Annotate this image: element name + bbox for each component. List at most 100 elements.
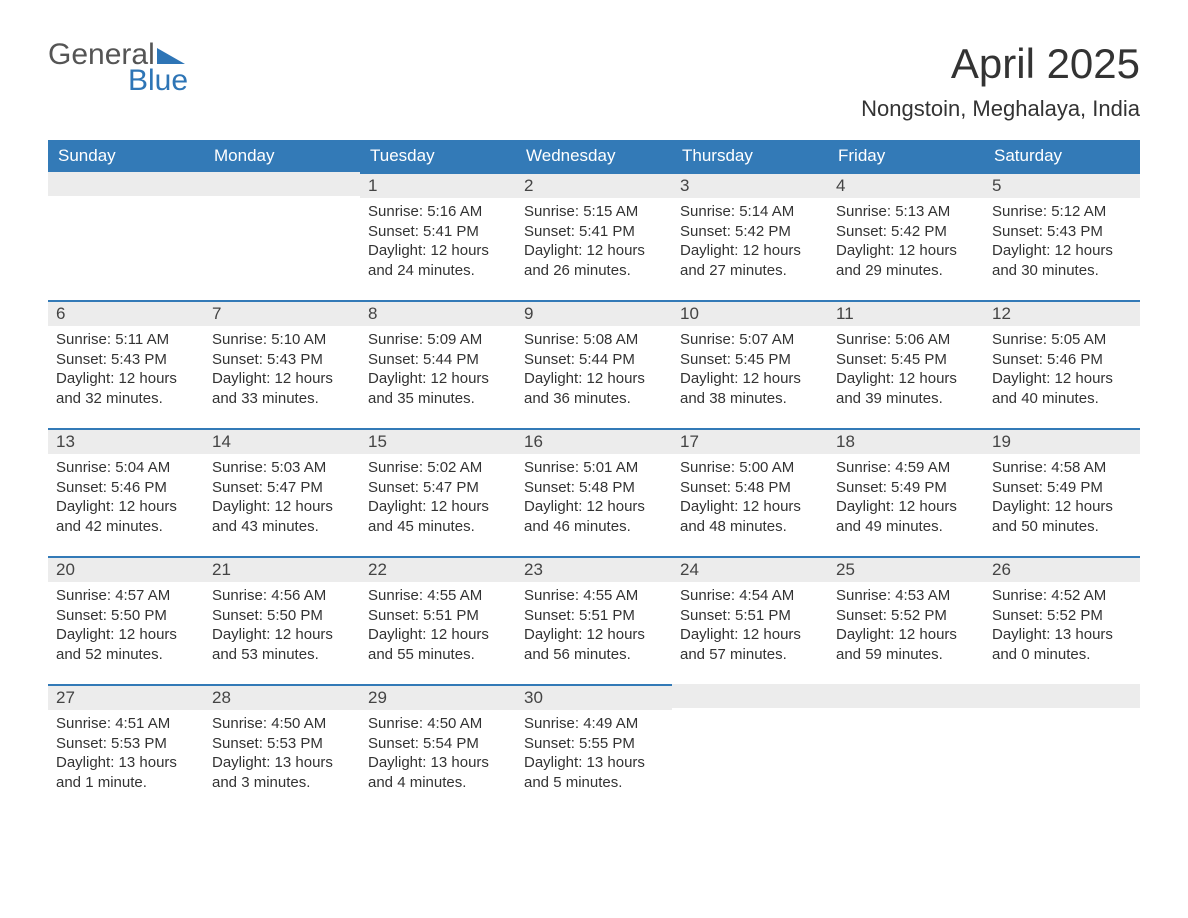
day-body: Sunrise: 5:03 AMSunset: 5:47 PMDaylight:…	[204, 454, 360, 546]
sunrise-line: Sunrise: 4:52 AM	[992, 586, 1132, 606]
daylight-line: Daylight: 12 hours and 53 minutes.	[212, 625, 352, 664]
daylight-line: Daylight: 12 hours and 24 minutes.	[368, 241, 508, 280]
month-title: April 2025	[861, 40, 1140, 88]
daylight-line: Daylight: 12 hours and 39 minutes.	[836, 369, 976, 408]
daylight-line: Daylight: 12 hours and 56 minutes.	[524, 625, 664, 664]
day-body: Sunrise: 5:11 AMSunset: 5:43 PMDaylight:…	[48, 326, 204, 418]
calendar-day-cell: 20Sunrise: 4:57 AMSunset: 5:50 PMDayligh…	[48, 556, 204, 684]
sunset-line: Sunset: 5:46 PM	[56, 478, 196, 498]
day-number: 12	[984, 300, 1140, 326]
day-body: Sunrise: 4:50 AMSunset: 5:53 PMDaylight:…	[204, 710, 360, 802]
sunset-line: Sunset: 5:49 PM	[836, 478, 976, 498]
day-body: Sunrise: 4:57 AMSunset: 5:50 PMDaylight:…	[48, 582, 204, 674]
sunset-line: Sunset: 5:51 PM	[524, 606, 664, 626]
location: Nongstoin, Meghalaya, India	[861, 96, 1140, 122]
sunrise-line: Sunrise: 5:13 AM	[836, 202, 976, 222]
daylight-line: Daylight: 12 hours and 27 minutes.	[680, 241, 820, 280]
day-number: 8	[360, 300, 516, 326]
day-number: 13	[48, 428, 204, 454]
sunset-line: Sunset: 5:53 PM	[212, 734, 352, 754]
logo: General Blue	[48, 40, 188, 96]
daylight-line: Daylight: 12 hours and 55 minutes.	[368, 625, 508, 664]
daylight-line: Daylight: 13 hours and 0 minutes.	[992, 625, 1132, 664]
day-body: Sunrise: 5:16 AMSunset: 5:41 PMDaylight:…	[360, 198, 516, 290]
calendar-day-cell: 27Sunrise: 4:51 AMSunset: 5:53 PMDayligh…	[48, 684, 204, 812]
sunset-line: Sunset: 5:48 PM	[524, 478, 664, 498]
sunrise-line: Sunrise: 5:07 AM	[680, 330, 820, 350]
sunrise-line: Sunrise: 4:56 AM	[212, 586, 352, 606]
day-body: Sunrise: 4:49 AMSunset: 5:55 PMDaylight:…	[516, 710, 672, 802]
day-body: Sunrise: 4:59 AMSunset: 5:49 PMDaylight:…	[828, 454, 984, 546]
sunset-line: Sunset: 5:52 PM	[992, 606, 1132, 626]
sunset-line: Sunset: 5:53 PM	[56, 734, 196, 754]
daylight-line: Daylight: 12 hours and 40 minutes.	[992, 369, 1132, 408]
daylight-line: Daylight: 12 hours and 29 minutes.	[836, 241, 976, 280]
day-number: 4	[828, 172, 984, 198]
daylight-line: Daylight: 12 hours and 38 minutes.	[680, 369, 820, 408]
daylight-line: Daylight: 13 hours and 1 minute.	[56, 753, 196, 792]
day-number: 16	[516, 428, 672, 454]
day-number: 22	[360, 556, 516, 582]
day-body: Sunrise: 4:50 AMSunset: 5:54 PMDaylight:…	[360, 710, 516, 802]
daylight-line: Daylight: 12 hours and 33 minutes.	[212, 369, 352, 408]
sunrise-line: Sunrise: 4:49 AM	[524, 714, 664, 734]
sunset-line: Sunset: 5:44 PM	[368, 350, 508, 370]
sunrise-line: Sunrise: 5:00 AM	[680, 458, 820, 478]
calendar-body: 1Sunrise: 5:16 AMSunset: 5:41 PMDaylight…	[48, 172, 1140, 812]
sunrise-line: Sunrise: 5:02 AM	[368, 458, 508, 478]
calendar-day-cell: 12Sunrise: 5:05 AMSunset: 5:46 PMDayligh…	[984, 300, 1140, 428]
sunset-line: Sunset: 5:42 PM	[836, 222, 976, 242]
sunrise-line: Sunrise: 4:51 AM	[56, 714, 196, 734]
calendar-day-cell: 22Sunrise: 4:55 AMSunset: 5:51 PMDayligh…	[360, 556, 516, 684]
day-body: Sunrise: 5:10 AMSunset: 5:43 PMDaylight:…	[204, 326, 360, 418]
weekday-header-row: SundayMondayTuesdayWednesdayThursdayFrid…	[48, 140, 1140, 172]
sunrise-line: Sunrise: 4:57 AM	[56, 586, 196, 606]
daylight-line: Daylight: 12 hours and 45 minutes.	[368, 497, 508, 536]
day-number: 3	[672, 172, 828, 198]
daylight-line: Daylight: 12 hours and 35 minutes.	[368, 369, 508, 408]
daylight-line: Daylight: 12 hours and 26 minutes.	[524, 241, 664, 280]
day-number: 24	[672, 556, 828, 582]
daylight-line: Daylight: 12 hours and 50 minutes.	[992, 497, 1132, 536]
weekday-header: Saturday	[984, 140, 1140, 172]
sunset-line: Sunset: 5:41 PM	[524, 222, 664, 242]
day-number: 5	[984, 172, 1140, 198]
day-number: 15	[360, 428, 516, 454]
sunrise-line: Sunrise: 5:12 AM	[992, 202, 1132, 222]
day-number: 1	[360, 172, 516, 198]
day-body: Sunrise: 5:00 AMSunset: 5:48 PMDaylight:…	[672, 454, 828, 546]
calendar-day-cell: 10Sunrise: 5:07 AMSunset: 5:45 PMDayligh…	[672, 300, 828, 428]
sunset-line: Sunset: 5:41 PM	[368, 222, 508, 242]
day-body: Sunrise: 5:08 AMSunset: 5:44 PMDaylight:…	[516, 326, 672, 418]
calendar-day-cell: 15Sunrise: 5:02 AMSunset: 5:47 PMDayligh…	[360, 428, 516, 556]
daylight-line: Daylight: 13 hours and 3 minutes.	[212, 753, 352, 792]
calendar-day-cell: 13 Sunrise: 5:04 AMSunset: 5:46 PMDayligh…	[48, 428, 204, 556]
calendar-day-cell: 24Sunrise: 4:54 AMSunset: 5:51 PMDayligh…	[672, 556, 828, 684]
weekday-header: Tuesday	[360, 140, 516, 172]
calendar-day-cell: 19Sunrise: 4:58 AMSunset: 5:49 PMDayligh…	[984, 428, 1140, 556]
calendar-day-cell: 28Sunrise: 4:50 AMSunset: 5:53 PMDayligh…	[204, 684, 360, 812]
day-number: 17	[672, 428, 828, 454]
weekday-header: Thursday	[672, 140, 828, 172]
day-number: 20	[48, 556, 204, 582]
day-body: Sunrise: 5:15 AMSunset: 5:41 PMDaylight:…	[516, 198, 672, 290]
sunset-line: Sunset: 5:43 PM	[992, 222, 1132, 242]
sunrise-line: Sunrise: 4:54 AM	[680, 586, 820, 606]
daylight-line: Daylight: 12 hours and 42 minutes.	[56, 497, 196, 536]
day-number: 19	[984, 428, 1140, 454]
sunrise-line: Sunrise: 5:10 AM	[212, 330, 352, 350]
calendar-day-cell: 17Sunrise: 5:00 AMSunset: 5:48 PMDayligh…	[672, 428, 828, 556]
day-number: 2	[516, 172, 672, 198]
sunrise-line: Sunrise: 5:04 AM	[56, 458, 196, 478]
sunset-line: Sunset: 5:43 PM	[56, 350, 196, 370]
calendar-day-cell: 16Sunrise: 5:01 AMSunset: 5:48 PMDayligh…	[516, 428, 672, 556]
calendar-day-cell: 26Sunrise: 4:52 AMSunset: 5:52 PMDayligh…	[984, 556, 1140, 684]
sunset-line: Sunset: 5:47 PM	[368, 478, 508, 498]
sunrise-line: Sunrise: 5:08 AM	[524, 330, 664, 350]
weekday-header: Friday	[828, 140, 984, 172]
calendar-table: SundayMondayTuesdayWednesdayThursdayFrid…	[48, 140, 1140, 812]
calendar-day-cell: 2Sunrise: 5:15 AMSunset: 5:41 PMDaylight…	[516, 172, 672, 300]
day-body: Sunrise: 5:02 AMSunset: 5:47 PMDaylight:…	[360, 454, 516, 546]
sunrise-line: Sunrise: 5:16 AM	[368, 202, 508, 222]
day-number: 7	[204, 300, 360, 326]
